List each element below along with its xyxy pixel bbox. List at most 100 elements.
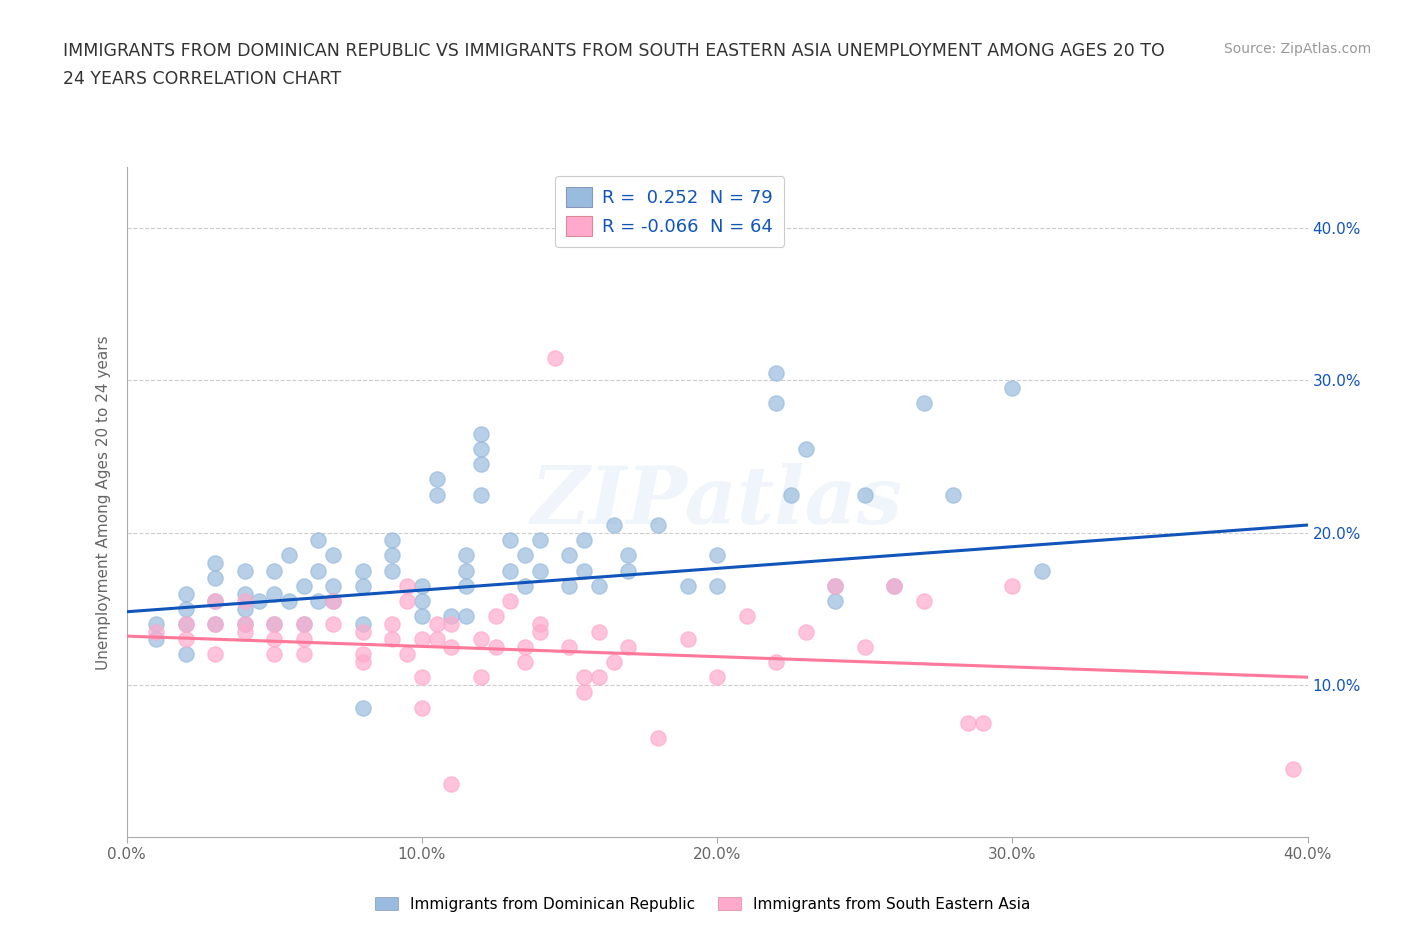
Point [233, 593, 256, 608]
Point [396, 647, 419, 662]
Point [322, 548, 344, 563]
Point [574, 670, 596, 684]
Point [1001, 380, 1024, 395]
Point [706, 548, 728, 563]
Point [588, 670, 610, 684]
Point [1282, 761, 1305, 776]
Point [278, 548, 301, 563]
Point [543, 351, 565, 365]
Point [204, 617, 226, 631]
Point [174, 631, 197, 646]
Point [174, 617, 197, 631]
Point [853, 639, 876, 654]
Point [352, 564, 374, 578]
Point [470, 670, 492, 684]
Point [425, 472, 447, 486]
Point [558, 639, 581, 654]
Point [440, 777, 463, 791]
Point [470, 487, 492, 502]
Point [204, 647, 226, 662]
Point [588, 578, 610, 593]
Point [174, 647, 197, 662]
Point [145, 631, 167, 646]
Point [515, 578, 537, 593]
Point [292, 578, 315, 593]
Point [381, 617, 404, 631]
Point [411, 631, 433, 646]
Point [247, 593, 270, 608]
Text: Source: ZipAtlas.com: Source: ZipAtlas.com [1223, 42, 1371, 56]
Point [603, 518, 626, 533]
Point [307, 564, 329, 578]
Point [956, 715, 979, 730]
Legend: R =  0.252  N = 79, R = -0.066  N = 64: R = 0.252 N = 79, R = -0.066 N = 64 [555, 177, 785, 246]
Point [470, 457, 492, 472]
Legend: Immigrants from Dominican Republic, Immigrants from South Eastern Asia: Immigrants from Dominican Republic, Immi… [368, 890, 1038, 918]
Point [515, 639, 537, 654]
Point [174, 617, 197, 631]
Point [411, 593, 433, 608]
Point [411, 578, 433, 593]
Point [204, 571, 226, 586]
Point [706, 670, 728, 684]
Point [263, 564, 285, 578]
Point [145, 624, 167, 639]
Point [425, 487, 447, 502]
Point [425, 631, 447, 646]
Point [1001, 578, 1024, 593]
Point [352, 617, 374, 631]
Point [352, 624, 374, 639]
Point [676, 631, 699, 646]
Point [322, 593, 344, 608]
Point [558, 578, 581, 593]
Point [174, 602, 197, 617]
Text: 24 YEARS CORRELATION CHART: 24 YEARS CORRELATION CHART [63, 70, 342, 87]
Point [352, 655, 374, 670]
Point [233, 564, 256, 578]
Point [204, 593, 226, 608]
Point [307, 593, 329, 608]
Point [425, 617, 447, 631]
Point [263, 617, 285, 631]
Point [484, 639, 508, 654]
Point [470, 426, 492, 441]
Point [352, 700, 374, 715]
Point [381, 564, 404, 578]
Point [411, 609, 433, 624]
Point [853, 487, 876, 502]
Point [454, 578, 477, 593]
Point [942, 487, 965, 502]
Point [396, 593, 419, 608]
Point [292, 617, 315, 631]
Point [972, 715, 994, 730]
Point [588, 624, 610, 639]
Point [381, 548, 404, 563]
Point [912, 593, 935, 608]
Point [233, 586, 256, 601]
Point [529, 617, 551, 631]
Point [529, 533, 551, 548]
Point [883, 578, 905, 593]
Point [174, 586, 197, 601]
Point [322, 593, 344, 608]
Point [574, 685, 596, 700]
Point [204, 617, 226, 631]
Point [824, 578, 846, 593]
Point [794, 442, 817, 457]
Point [352, 647, 374, 662]
Point [263, 647, 285, 662]
Point [676, 578, 699, 593]
Point [529, 624, 551, 639]
Point [824, 578, 846, 593]
Point [617, 548, 640, 563]
Point [204, 593, 226, 608]
Point [647, 518, 669, 533]
Point [515, 548, 537, 563]
Point [499, 564, 522, 578]
Point [574, 533, 596, 548]
Point [515, 655, 537, 670]
Point [765, 396, 787, 411]
Point [233, 617, 256, 631]
Point [233, 602, 256, 617]
Point [603, 655, 626, 670]
